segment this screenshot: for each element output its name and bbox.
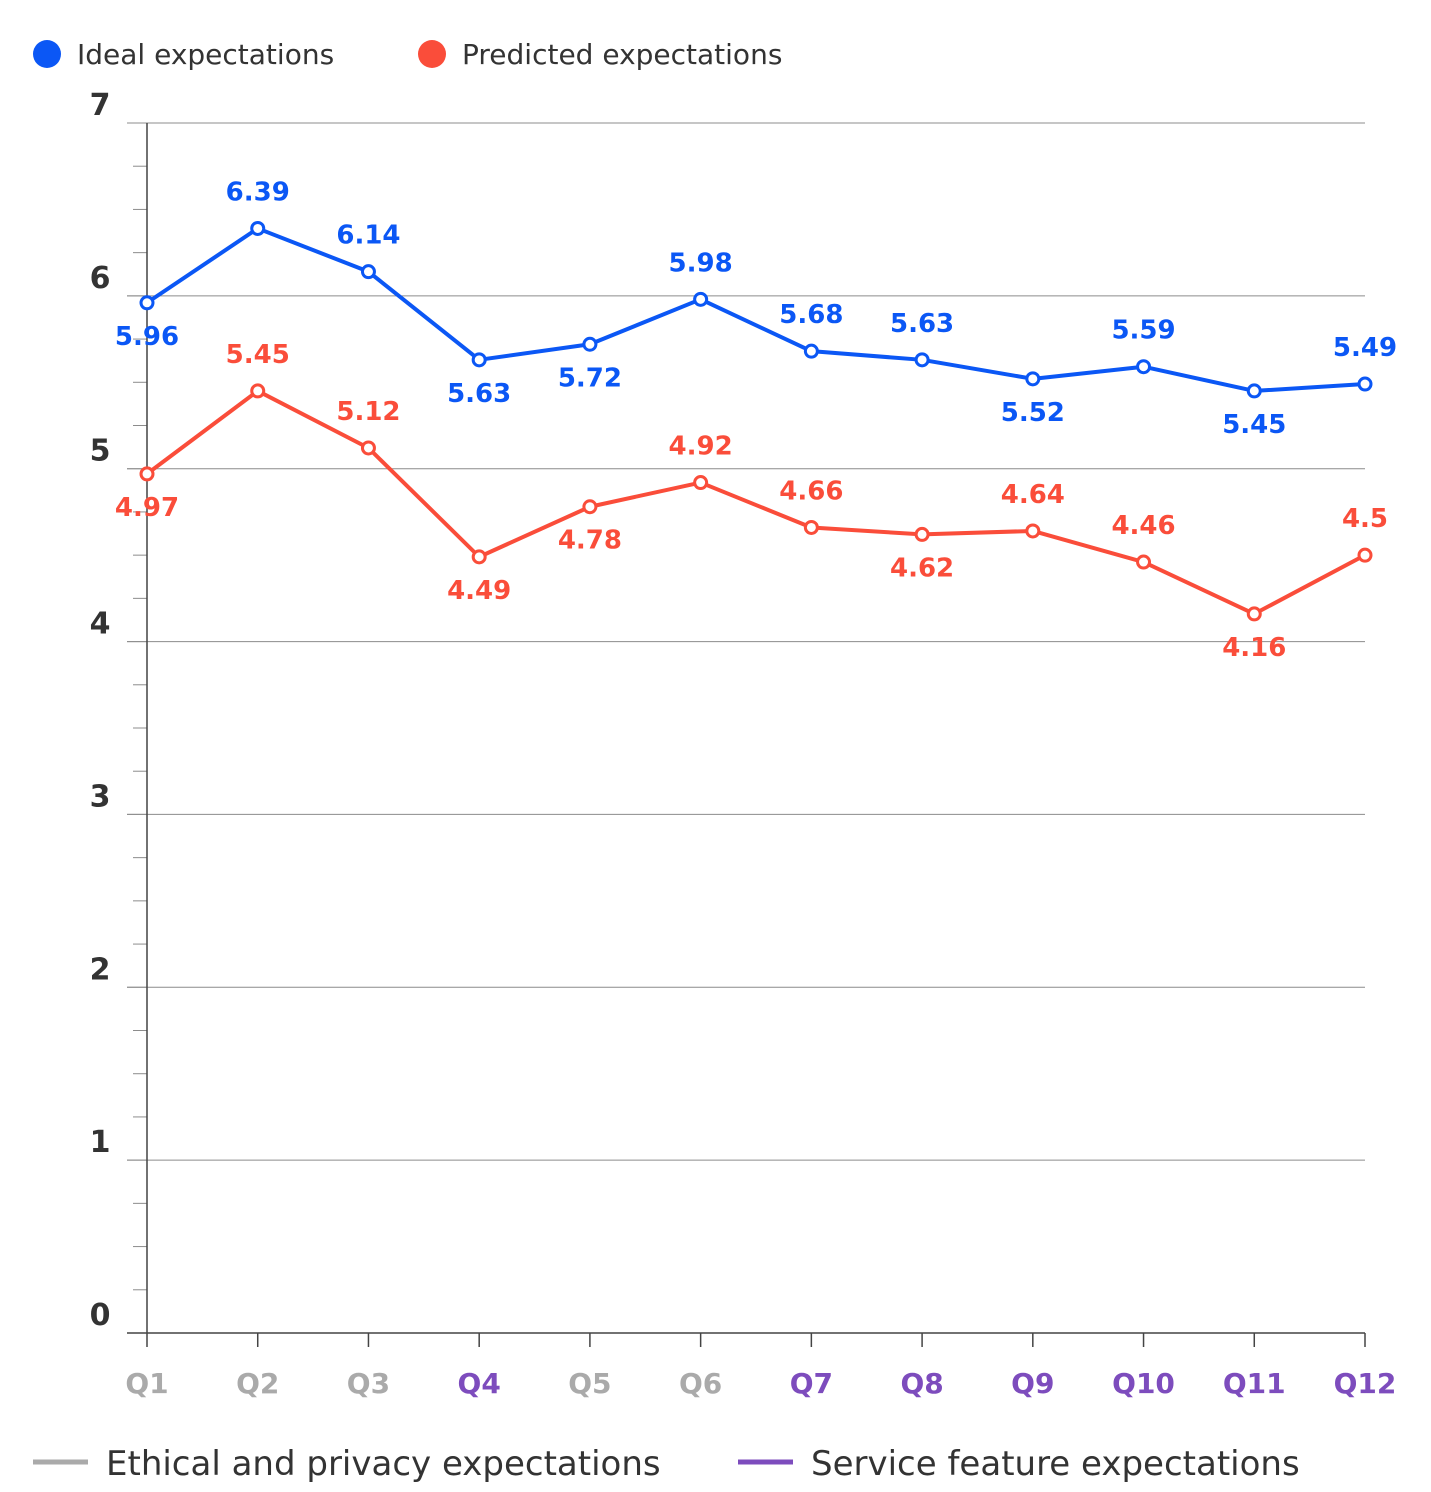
data-label-ideal: 5.98 xyxy=(669,248,733,278)
x-tick-label-q10: Q10 xyxy=(1112,1367,1175,1400)
data-point-ideal xyxy=(1025,371,1041,387)
data-point-ideal xyxy=(803,343,819,359)
y-tick-label: 3 xyxy=(90,779,111,814)
data-point-ideal xyxy=(139,295,155,311)
data-point-ideal xyxy=(693,291,709,307)
data-label-ideal: 5.68 xyxy=(779,300,843,330)
legend: Ideal expectations Predicted expectations… xyxy=(33,38,1300,1484)
legend-label-ideal: Ideal expectations xyxy=(77,38,334,71)
legend-label-predicted: Predicted expectations xyxy=(462,38,782,71)
x-tick-label-q8: Q8 xyxy=(900,1367,943,1400)
data-point-ideal xyxy=(582,336,598,352)
data-label-predicted: 4.5 xyxy=(1342,504,1388,534)
data-point-ideal xyxy=(250,220,266,236)
data-point-predicted xyxy=(139,466,155,482)
category-legend-label-service: Service feature expectations xyxy=(811,1444,1300,1484)
y-tick-label: 4 xyxy=(90,607,111,642)
x-tick-label-q1: Q1 xyxy=(125,1367,168,1400)
data-point-predicted xyxy=(803,519,819,535)
data-point-predicted xyxy=(1246,606,1262,622)
y-tick-label: 5 xyxy=(90,434,111,469)
data-label-ideal: 5.52 xyxy=(1001,398,1065,428)
data-label-predicted: 4.62 xyxy=(890,553,954,583)
data-label-predicted: 5.12 xyxy=(336,397,400,427)
data-label-ideal: 5.63 xyxy=(447,379,511,409)
legend-marker-ideal xyxy=(33,40,61,68)
data-label-predicted: 4.46 xyxy=(1111,511,1175,541)
data-label-predicted: 5.45 xyxy=(226,340,290,370)
x-tick-label-q7: Q7 xyxy=(790,1367,833,1400)
data-point-ideal xyxy=(1246,383,1262,399)
legend-marker-predicted xyxy=(418,40,446,68)
data-label-predicted: 4.78 xyxy=(558,526,622,556)
x-tick-label-q6: Q6 xyxy=(679,1367,722,1400)
data-point-predicted xyxy=(914,526,930,542)
y-tick-label: 0 xyxy=(90,1298,111,1333)
x-tick-label-q11: Q11 xyxy=(1223,1367,1286,1400)
data-label-predicted: 4.66 xyxy=(779,476,843,506)
data-label-ideal: 5.59 xyxy=(1111,316,1175,346)
data-label-ideal: 5.49 xyxy=(1333,333,1397,363)
x-tick-label-q3: Q3 xyxy=(347,1367,390,1400)
data-point-ideal xyxy=(1357,376,1373,392)
axes: 0 1 2 3 4 5 6 7 Q1 Q2 Q3 Q4 Q5 Q6 Q7 Q8 Q9 Q10 Q11 Q12 xyxy=(90,88,1397,1400)
data-label-ideal: 5.45 xyxy=(1222,410,1286,440)
data-point-predicted xyxy=(1136,554,1152,570)
data-label-predicted: 4.64 xyxy=(1001,480,1065,510)
data-label-ideal: 6.39 xyxy=(226,177,290,207)
data-labels: 5.96 6.39 6.14 5.63 5.72 5.98 5.68 5.63 5.52 5.59… xyxy=(115,177,1397,662)
y-tick-label: 1 xyxy=(90,1125,111,1160)
data-point-predicted xyxy=(471,549,487,565)
data-point-ideal xyxy=(914,352,930,368)
data-label-ideal: 5.72 xyxy=(558,363,622,393)
series-line-predicted xyxy=(145,388,1367,616)
y-tick-label: 6 xyxy=(90,261,111,296)
data-point-ideal xyxy=(1136,359,1152,375)
data-point-predicted xyxy=(693,475,709,491)
x-tick-label-q4: Q4 xyxy=(458,1367,501,1400)
data-label-ideal: 5.96 xyxy=(115,322,179,352)
data-point-predicted xyxy=(360,440,376,456)
data-label-predicted: 4.97 xyxy=(115,493,179,523)
x-tick-label-q12: Q12 xyxy=(1334,1367,1397,1400)
data-label-predicted: 4.16 xyxy=(1222,633,1286,663)
data-label-ideal: 6.14 xyxy=(336,221,400,251)
x-tick-label-q9: Q9 xyxy=(1011,1367,1054,1400)
data-point-predicted xyxy=(1357,547,1373,563)
data-point-predicted xyxy=(1025,523,1041,539)
data-point-predicted xyxy=(582,499,598,515)
data-point-ideal xyxy=(471,352,487,368)
data-label-ideal: 5.63 xyxy=(890,309,954,339)
series-lines xyxy=(139,220,1373,622)
series-line-ideal xyxy=(145,226,1367,393)
x-tick-label-q5: Q5 xyxy=(568,1367,611,1400)
data-label-predicted: 4.49 xyxy=(447,576,511,606)
x-tick-label-q2: Q2 xyxy=(236,1367,279,1400)
data-label-predicted: 4.92 xyxy=(669,432,733,462)
gridlines xyxy=(127,122,1365,1161)
y-tick-label: 2 xyxy=(90,952,111,987)
y-tick-label: 7 xyxy=(90,88,111,123)
category-legend-label-ethical: Ethical and privacy expectations xyxy=(106,1444,661,1484)
data-point-predicted xyxy=(250,383,266,399)
data-point-ideal xyxy=(360,264,376,280)
